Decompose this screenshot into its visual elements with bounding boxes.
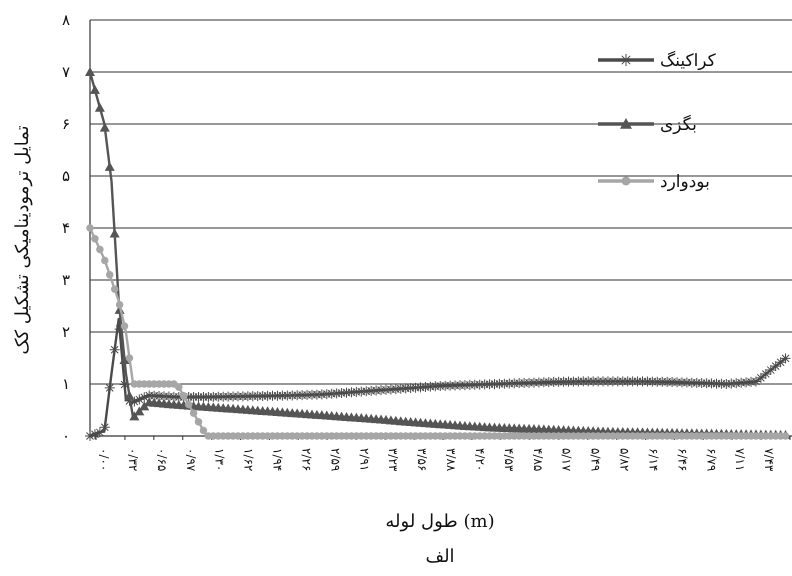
data-point-circle [110, 285, 119, 293]
x-axis-title: طول لوله (m) [385, 511, 494, 532]
x-tick-label: ۶/۴۶ [675, 448, 689, 471]
data-point-asterisk [750, 376, 761, 387]
y-tick-label: ۰ [62, 427, 70, 445]
data-point-asterisk [134, 394, 145, 405]
data-point-asterisk [94, 427, 105, 438]
data-point-triangle [620, 118, 632, 129]
data-point-triangle [94, 102, 105, 112]
y-tick-label: ۸ [62, 11, 70, 29]
data-point-asterisk [109, 344, 120, 355]
y-tick-label: ۲ [62, 323, 70, 341]
x-tick-label: ۵/۴۹ [589, 448, 603, 471]
data-point-asterisk [780, 353, 791, 364]
x-tick-label: ۰/۶۵ [155, 448, 169, 471]
y-axis-title: تمایل ترمودینامیکی تشکیل کک [12, 125, 33, 354]
x-tick-label: ۰/۹۷ [184, 448, 198, 472]
data-point-asterisk [770, 361, 781, 372]
y-tick-label: ۵ [62, 167, 70, 185]
x-tick-label: ۲/۵۹ [328, 448, 342, 471]
x-tick-label: ۳/۵۶ [415, 448, 429, 471]
data-point-asterisk [119, 379, 130, 390]
data-point-asterisk [85, 431, 95, 441]
y-tick-label: ۷ [62, 63, 70, 81]
data-point-circle [194, 418, 203, 426]
legend-label: بودوارد [660, 172, 710, 192]
series-group [85, 67, 791, 441]
legend-label: بگزی [660, 114, 697, 135]
data-point-circle [91, 234, 99, 243]
data-point-asterisk [99, 422, 110, 433]
data-point-triangle [129, 411, 140, 421]
x-tick-label: ۶/۱۴ [646, 448, 660, 471]
y-tick-labels: ۰ ۱ ۲ ۳ ۴ ۵ ۶ ۷ ۸ [62, 11, 70, 445]
x-tick-label: ۴/۸۵ [531, 448, 545, 471]
x-tick-label: ۵/۱۷ [560, 448, 574, 472]
y-tick-label: ۱ [62, 375, 70, 393]
x-tick-label: ۷/۱۱ [733, 448, 747, 471]
data-point-asterisk [760, 368, 771, 379]
data-point-asterisk [129, 396, 140, 407]
y-tick-label: ۴ [62, 219, 70, 237]
y-tick-label: ۳ [62, 271, 70, 289]
data-point-circle [199, 426, 208, 435]
x-tick-labels: ۰/۰۰ ۰/۳۲ ۰/۶۵ ۰/۹۷ ۱/۳۰ ۱/۶۲ ۱/۹۴ ۲/۲۶ ۲/۵۹ ۲/۹۱… [95, 436, 792, 472]
data-point-circle [175, 383, 183, 391]
data-point-circle [179, 392, 188, 400]
data-point-asterisk [765, 365, 776, 376]
data-point-triangle [119, 354, 130, 364]
data-point-triangle [85, 67, 95, 76]
y-tick-label: ۶ [62, 115, 70, 133]
data-point-triangle [109, 228, 120, 238]
data-point-asterisk [139, 392, 150, 403]
data-point-triangle [139, 401, 150, 411]
data-point-asterisk [755, 372, 766, 383]
series-0 [85, 317, 791, 441]
series-2 [86, 224, 790, 440]
x-tick-label: ۱/۶۲ [242, 448, 256, 471]
data-point-triangle [124, 390, 135, 400]
x-tick-label: ۱/۹۴ [271, 448, 285, 471]
data-point-triangle [134, 406, 145, 416]
data-point-circle [115, 300, 124, 309]
x-tick-label: ۰/۳۲ [126, 448, 140, 471]
data-point-asterisk [114, 324, 125, 335]
grid [90, 19, 792, 385]
data-point-circle [101, 256, 109, 265]
x-tick-label: ۱/۳۰ [213, 448, 227, 471]
data-point-circle [621, 176, 631, 186]
x-tick-label: ۵/۸۲ [618, 448, 632, 471]
x-tick-label: ۶/۷۹ [704, 448, 718, 471]
x-tick-label: ۴/۲۰ [473, 448, 487, 471]
legend: کراکینگ بگزی بودوارد [598, 50, 717, 192]
data-point-asterisk [89, 429, 100, 440]
data-point-asterisk [775, 357, 786, 368]
x-tick-label: ۷/۴۳ [762, 448, 776, 472]
data-point-circle [96, 245, 104, 254]
x-tick-label: ۳/۸۸ [444, 448, 458, 472]
legend-label: کراکینگ [660, 50, 717, 71]
x-tick-label: ۴/۵۳ [502, 448, 516, 472]
data-point-circle [189, 409, 198, 417]
x-tick-label: ۲/۹۱ [357, 448, 371, 471]
data-point-asterisk [104, 382, 115, 393]
x-tick-label: ۰/۰۰ [97, 448, 111, 471]
data-point-circle [105, 271, 114, 279]
data-point-circle [184, 400, 193, 409]
data-point-triangle [99, 122, 110, 132]
data-point-asterisk [620, 54, 632, 66]
data-point-triangle [89, 84, 100, 94]
data-point-circle [125, 354, 134, 362]
x-tick-label: ۲/۲۶ [299, 448, 313, 471]
data-point-circle [781, 432, 790, 440]
x-tick-label: ۳/۲۳ [386, 448, 400, 472]
data-point-circle [120, 322, 129, 330]
data-point-circle [86, 224, 94, 232]
figure-caption: الف [425, 546, 454, 567]
data-point-triangle [104, 161, 115, 171]
